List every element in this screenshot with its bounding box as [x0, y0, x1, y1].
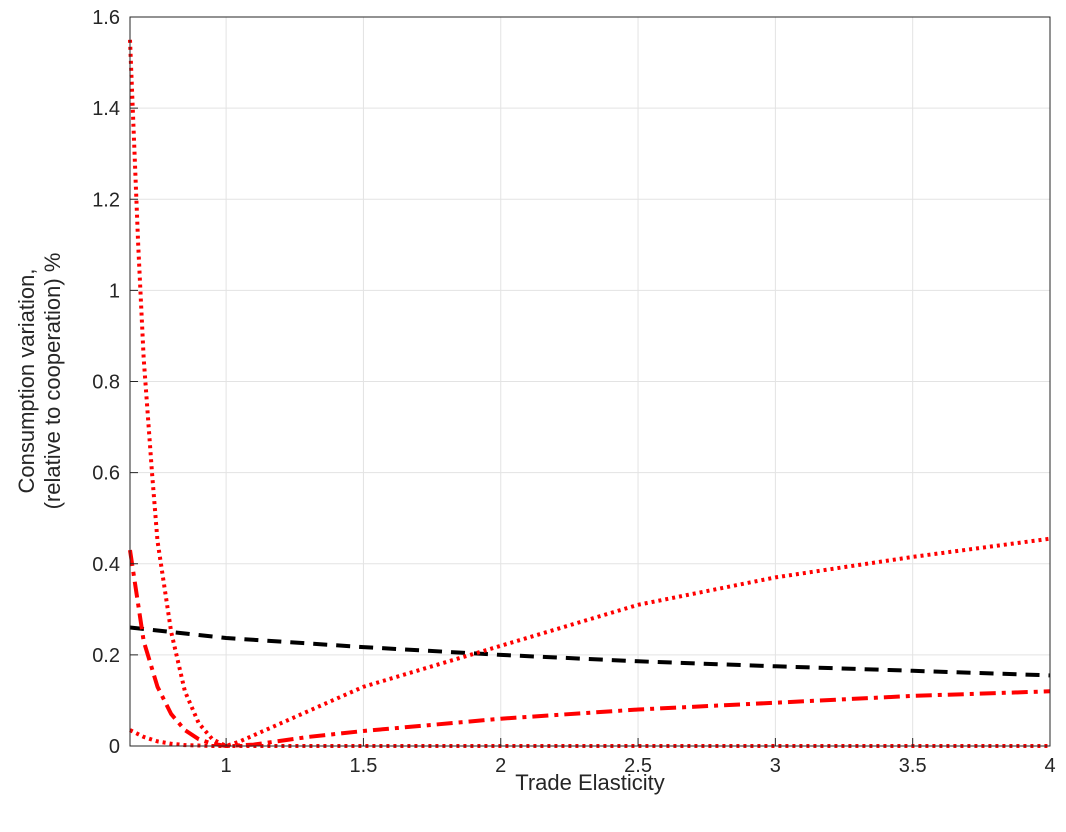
x-tick-label: 3.5: [899, 755, 927, 777]
x-ticks: 1 1.5 2 2.5 3 3.5 4: [221, 738, 1056, 777]
y-tick-label: 1.6: [92, 7, 120, 29]
y-tick-label: 0.8: [92, 372, 120, 394]
y-axis-title: Consumption variation,: [14, 268, 39, 493]
y-tick-label: 1.4: [92, 98, 120, 120]
y-tick-label: 0.4: [92, 554, 120, 576]
x-tick-label: 2: [495, 755, 506, 777]
series-layer: [128, 39, 1051, 748]
y-tick-label: 0: [109, 736, 120, 758]
y-tick-label: 0.2: [92, 645, 120, 667]
x-tick-label: 1: [221, 755, 232, 777]
y-tick-label: 1: [109, 280, 120, 302]
series-line-2: [128, 39, 1051, 748]
x-axis-title: Trade Elasticity: [515, 770, 665, 795]
y-ticks: 0 0.2 0.4 0.6 0.8 1 1.2 1.4 1.6: [92, 7, 138, 758]
x-tick-label: 1.5: [350, 755, 378, 777]
series-line-3: [128, 549, 1051, 748]
x-tick-label: 2.5: [624, 755, 652, 777]
series-line-1: [129, 625, 1051, 678]
x-tick-label: 4: [1044, 755, 1055, 777]
y-tick-label: 0.6: [92, 463, 120, 485]
grid: [130, 16, 1051, 747]
y-axis-title-line2: (relative to cooperation) %: [40, 253, 65, 510]
x-tick-label: 3: [770, 755, 781, 777]
y-tick-label: 1.2: [92, 189, 120, 211]
